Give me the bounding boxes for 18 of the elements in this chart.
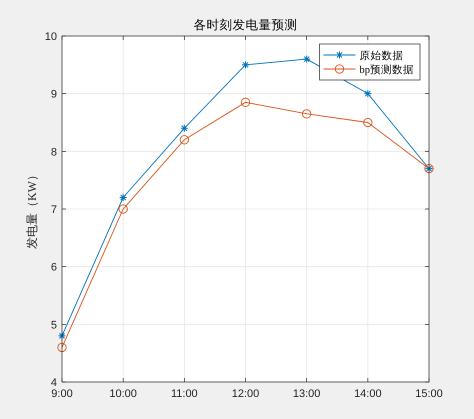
y-axis-title: 发电量（KW） [25,169,39,249]
chart-title: 各时刻发电量预测 [194,18,298,32]
y-tick-label: 7 [50,204,57,216]
x-tick-label: 12:00 [232,388,260,400]
y-tick-label: 5 [50,319,57,332]
y-tick-label: 6 [50,262,57,274]
x-tick-label: 15:00 [415,388,443,400]
y-tick-label: 8 [50,146,57,158]
legend-label: 原始数据 [360,50,404,62]
legend-label: bp预测数据 [360,64,414,76]
x-tick-label: 11:00 [170,388,198,400]
x-tick-label: 9:00 [51,388,73,400]
y-tick-label: 9 [50,88,57,101]
y-tick-label: 10 [44,31,57,43]
x-tick-label: 10:00 [109,388,137,400]
x-tick-label: 14:00 [354,388,382,400]
y-tick-label: 4 [50,377,57,389]
x-tick-label: 13:00 [292,388,320,400]
